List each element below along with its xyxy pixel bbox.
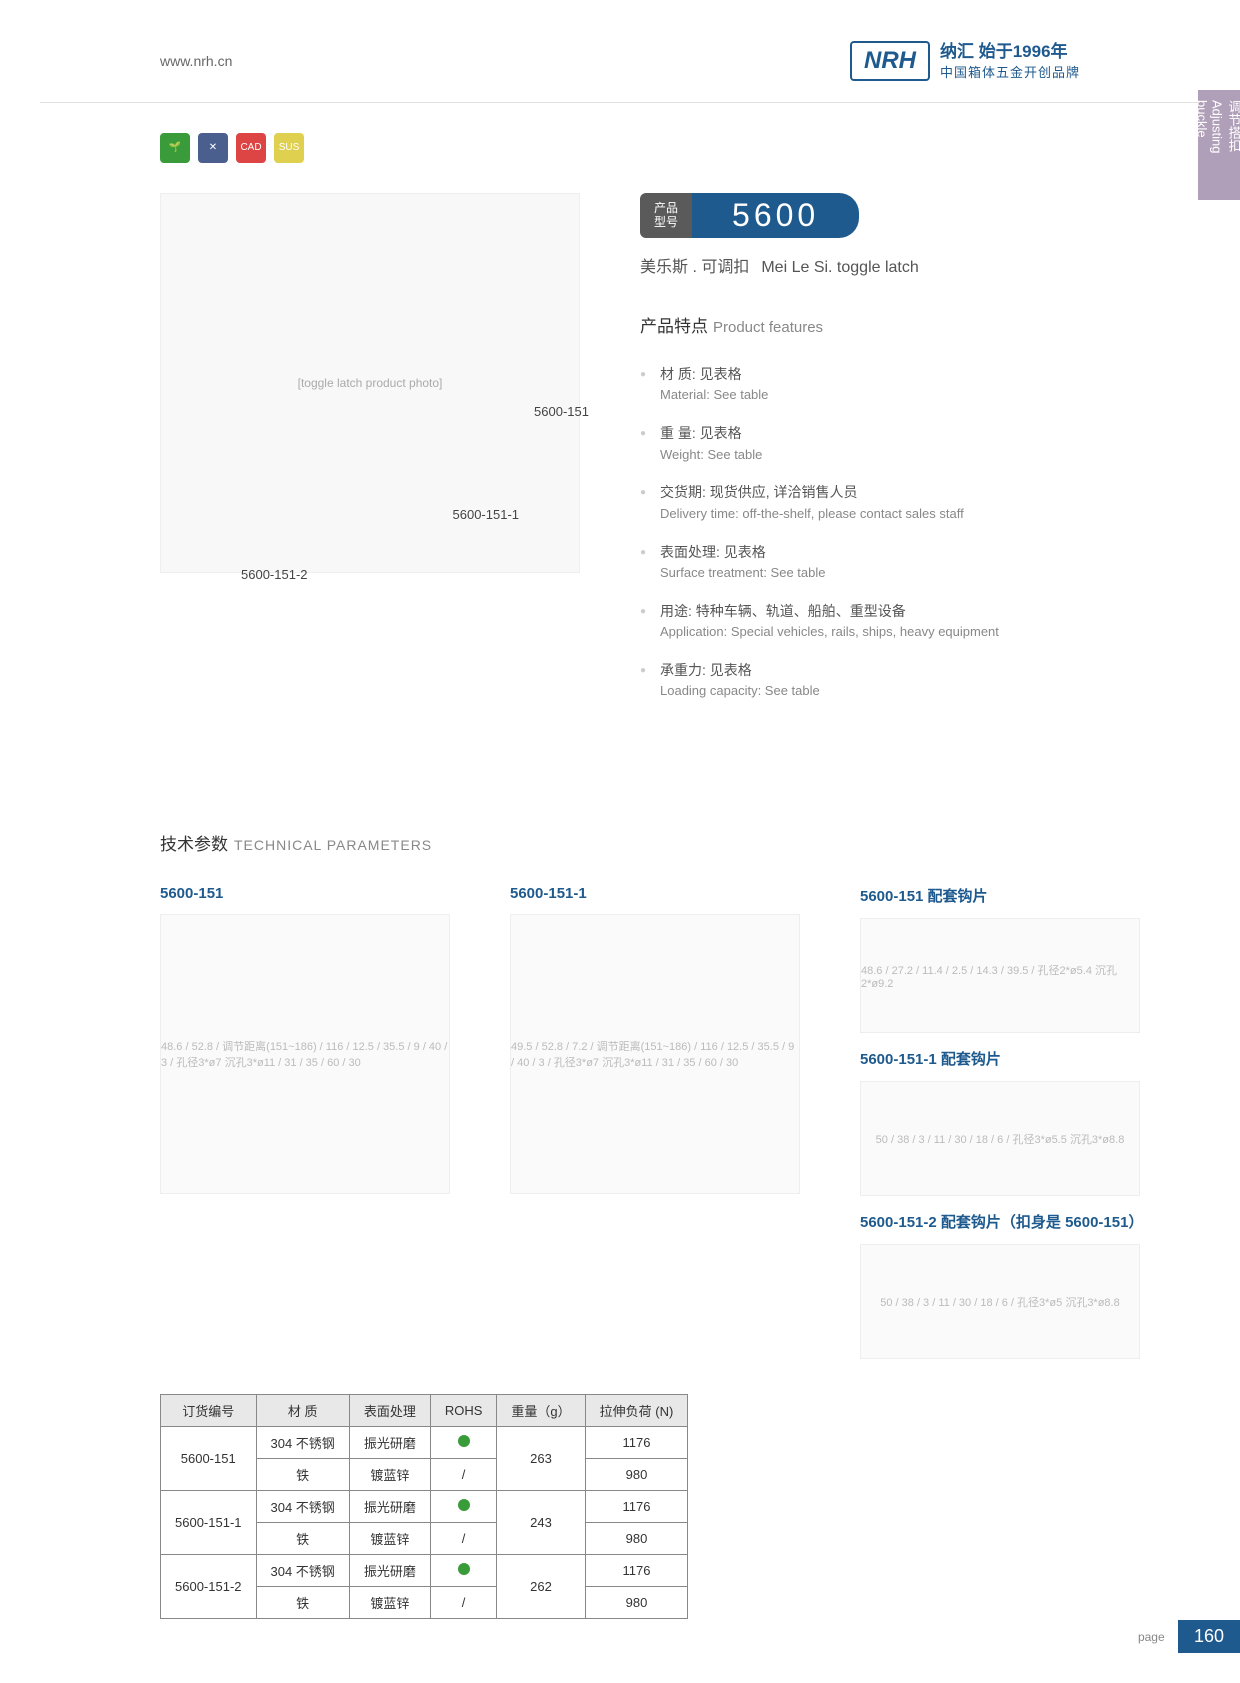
feature-item: 表面处理: 见表格Surface treatment: See table	[640, 533, 1120, 592]
diagram-2: 49.5 / 52.8 / 7.2 / 调节距离(151~186) / 116 …	[510, 914, 800, 1194]
table-cell: /	[430, 1587, 497, 1619]
table-header-row: 订货编号材 质表面处理ROHS重量（g）拉伸负荷 (N)	[161, 1395, 688, 1427]
product-name: 美乐斯 . 可调扣Mei Le Si. toggle latch	[640, 253, 1120, 277]
product-label-3: 5600-151-2	[241, 567, 308, 582]
table-cell: 铁	[256, 1459, 349, 1491]
table-cell	[430, 1427, 497, 1459]
diagram-4: 50 / 38 / 3 / 11 / 30 / 18 / 6 / 孔径3*ø5.…	[860, 1081, 1140, 1196]
header: www.nrh.cn NRH 纳汇 始于1996年 中国箱体五金开创品牌	[40, 0, 1200, 103]
diagram-5: 50 / 38 / 3 / 11 / 30 / 18 / 6 / 孔径3*ø5 …	[860, 1244, 1140, 1359]
feature-list: 材 质: 见表格Material: See table重 量: 见表格Weigh…	[640, 355, 1120, 710]
diag-title-1: 5600-151	[160, 885, 450, 902]
table-cell: 1176	[585, 1491, 688, 1523]
diagram-3: 48.6 / 27.2 / 11.4 / 2.5 / 14.3 / 39.5 /…	[860, 918, 1140, 1033]
side-tab: 调节搭扣 Adjusting buckle	[1198, 90, 1240, 200]
model-badge: 产品型号 5600	[640, 193, 1120, 238]
table-cell: 镀蓝锌	[349, 1587, 430, 1619]
product-overview: [toggle latch product photo] 5600-151 56…	[0, 163, 1240, 750]
table-cell: 980	[585, 1459, 688, 1491]
spec-table: 订货编号材 质表面处理ROHS重量（g）拉伸负荷 (N) 5600-151304…	[160, 1394, 688, 1619]
table-cell: 304 不锈钢	[256, 1427, 349, 1459]
table-cell: 1176	[585, 1555, 688, 1587]
table-cell: 振光研磨	[349, 1427, 430, 1459]
diagram-1: 48.6 / 52.8 / 调节距离(151~186) / 116 / 12.5…	[160, 914, 450, 1194]
rohs-dot-icon	[458, 1563, 470, 1575]
table-cell: 振光研磨	[349, 1555, 430, 1587]
table-cell: /	[430, 1523, 497, 1555]
tagline: 纳汇 始于1996年 中国箱体五金开创品牌	[940, 40, 1080, 82]
feature-item: 重 量: 见表格Weight: See table	[640, 414, 1120, 473]
product-label-2: 5600-151-1	[453, 507, 520, 522]
eco-badge: 🌱	[160, 133, 190, 163]
table-cell: 5600-151	[161, 1427, 257, 1491]
model-label: 产品型号	[640, 193, 692, 238]
diag-title-3: 5600-151 配套钩片	[860, 885, 1140, 906]
table-header: 订货编号	[161, 1395, 257, 1427]
badge-2: ✕	[198, 133, 228, 163]
tagline-2: 中国箱体五金开创品牌	[940, 64, 1080, 82]
table-row: 5600-151-2304 不锈钢振光研磨2621176	[161, 1555, 688, 1587]
table-row: 5600-151-1304 不锈钢振光研磨2431176	[161, 1491, 688, 1523]
rohs-dot-icon	[458, 1499, 470, 1511]
table-cell: 铁	[256, 1523, 349, 1555]
table-cell: 5600-151-1	[161, 1491, 257, 1555]
diag-col-2: 5600-151-1 49.5 / 52.8 / 7.2 / 调节距离(151~…	[510, 885, 800, 1374]
diag-title-2: 5600-151-1	[510, 885, 800, 902]
feature-item: 交货期: 现货供应, 详洽销售人员Delivery time: off-the-…	[640, 473, 1120, 532]
table-cell: 振光研磨	[349, 1491, 430, 1523]
product-info: 产品型号 5600 美乐斯 . 可调扣Mei Le Si. toggle lat…	[620, 193, 1120, 710]
table-row: 5600-151304 不锈钢振光研磨2631176	[161, 1427, 688, 1459]
sus-badge: SUS	[274, 133, 304, 163]
feature-item: 承重力: 见表格Loading capacity: See table	[640, 651, 1120, 710]
model-number: 5600	[692, 193, 859, 238]
table-cell: 304 不锈钢	[256, 1491, 349, 1523]
table-header: 材 质	[256, 1395, 349, 1427]
table-cell: 镀蓝锌	[349, 1459, 430, 1491]
logo-area: NRH 纳汇 始于1996年 中国箱体五金开创品牌	[850, 40, 1080, 82]
table-cell: 304 不锈钢	[256, 1555, 349, 1587]
table-cell: 263	[497, 1427, 585, 1491]
tech-diagrams: 5600-151 48.6 / 52.8 / 调节距离(151~186) / 1…	[0, 885, 1240, 1374]
table-cell: 镀蓝锌	[349, 1523, 430, 1555]
table-header: ROHS	[430, 1395, 497, 1427]
tech-params-header: 技术参数TECHNICAL PARAMETERS	[0, 750, 1240, 885]
table-cell	[430, 1555, 497, 1587]
diag-title-4: 5600-151-1 配套钩片	[860, 1048, 1140, 1069]
rohs-dot-icon	[458, 1435, 470, 1447]
table-cell: 1176	[585, 1427, 688, 1459]
table-cell: 980	[585, 1587, 688, 1619]
cert-badges: 🌱 ✕ CAD SUS	[0, 103, 1240, 163]
tagline-1: 纳汇 始于1996年	[940, 40, 1080, 64]
diag-col-1: 5600-151 48.6 / 52.8 / 调节距离(151~186) / 1…	[160, 885, 450, 1374]
table-cell: 262	[497, 1555, 585, 1619]
table-cell: /	[430, 1459, 497, 1491]
product-image: [toggle latch product photo] 5600-151 56…	[160, 193, 580, 573]
page-number: 160	[1178, 1620, 1240, 1653]
table-header: 重量（g）	[497, 1395, 585, 1427]
product-label-1: 5600-151	[534, 404, 589, 419]
site-url: www.nrh.cn	[160, 53, 232, 69]
table-cell	[430, 1491, 497, 1523]
table-cell: 铁	[256, 1587, 349, 1619]
table-cell: 980	[585, 1523, 688, 1555]
table-header: 表面处理	[349, 1395, 430, 1427]
features-header: 产品特点Product features	[640, 312, 1120, 337]
table-cell: 5600-151-2	[161, 1555, 257, 1619]
brand-logo: NRH	[850, 41, 930, 81]
table-cell: 243	[497, 1491, 585, 1555]
table-header: 拉伸负荷 (N)	[585, 1395, 688, 1427]
diag-col-3: 5600-151 配套钩片 48.6 / 27.2 / 11.4 / 2.5 /…	[860, 885, 1140, 1374]
diag-title-5: 5600-151-2 配套钩片（扣身是 5600-151）	[860, 1211, 1140, 1232]
cad-badge: CAD	[236, 133, 266, 163]
feature-item: 用途: 特种车辆、轨道、船舶、重型设备Application: Special …	[640, 592, 1120, 651]
feature-item: 材 质: 见表格Material: See table	[640, 355, 1120, 414]
